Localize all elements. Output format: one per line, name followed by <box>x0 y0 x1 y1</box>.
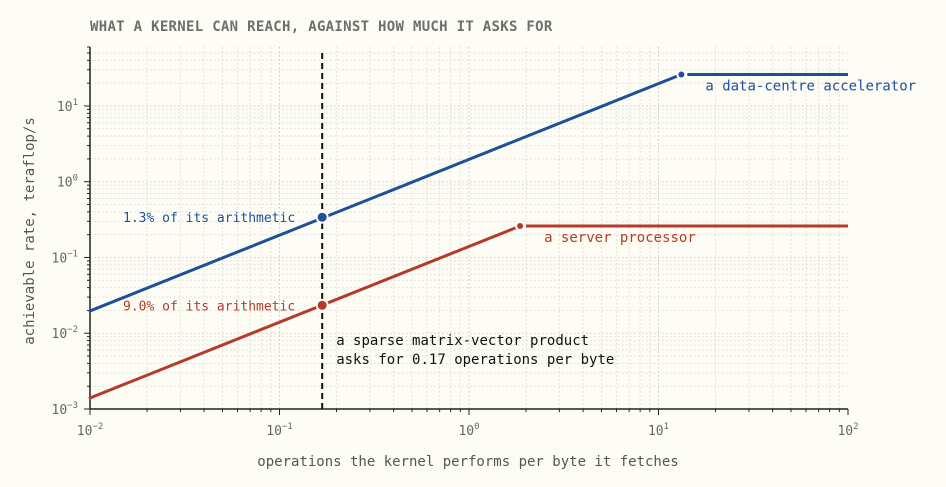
y-axis-title: achievable rate, teraflop/s <box>22 117 38 345</box>
kernel-fraction-label: 1.3% of its arithmetic <box>123 211 295 226</box>
series-label: a data-centre accelerator <box>705 79 916 95</box>
series-processor: a server processor 9.0% of its arithmetic <box>88 221 848 400</box>
x-tick-label: 10−2 <box>77 422 104 439</box>
y-tick-label: 100 <box>57 174 78 191</box>
y-tick-label: 10−2 <box>52 325 79 342</box>
chart-title: WHAT A KERNEL CAN REACH, AGAINST HOW MUC… <box>90 19 553 35</box>
kernel-annotation-line: a sparse matrix-vector product <box>336 333 589 349</box>
kernel-annotation-line: asks for 0.17 operations per byte <box>336 352 614 368</box>
y-tick-label: 10−3 <box>52 401 79 418</box>
ridge-point <box>676 69 687 80</box>
series-layer: a data-centre accelerator 1.3% of its ari… <box>88 69 916 400</box>
x-axis-title: operations the kernel performs per byte … <box>257 454 678 470</box>
kernel-point <box>315 298 329 312</box>
x-tick-label: 102 <box>837 422 858 439</box>
grid <box>90 47 848 409</box>
kernel-point <box>315 210 329 224</box>
series-label: a server processor <box>544 230 696 246</box>
x-tick-label: 10−1 <box>266 422 293 439</box>
memory-bound-line <box>88 224 522 400</box>
ridge-point <box>515 221 526 232</box>
axes <box>84 46 849 415</box>
x-tick-label: 100 <box>458 422 479 439</box>
y-tick-label: 101 <box>57 98 78 115</box>
y-tick-label: 10−1 <box>52 249 79 266</box>
kernel-fraction-label: 9.0% of its arithmetic <box>123 299 295 314</box>
x-tick-labels: 10−2 10−1 100 101 102 <box>77 422 859 439</box>
memory-bound-line <box>88 73 683 313</box>
x-tick-label: 101 <box>648 422 669 439</box>
series-accelerator: a data-centre accelerator 1.3% of its ari… <box>88 69 916 313</box>
y-tick-labels: 10−3 10−2 10−1 100 101 <box>52 98 79 418</box>
